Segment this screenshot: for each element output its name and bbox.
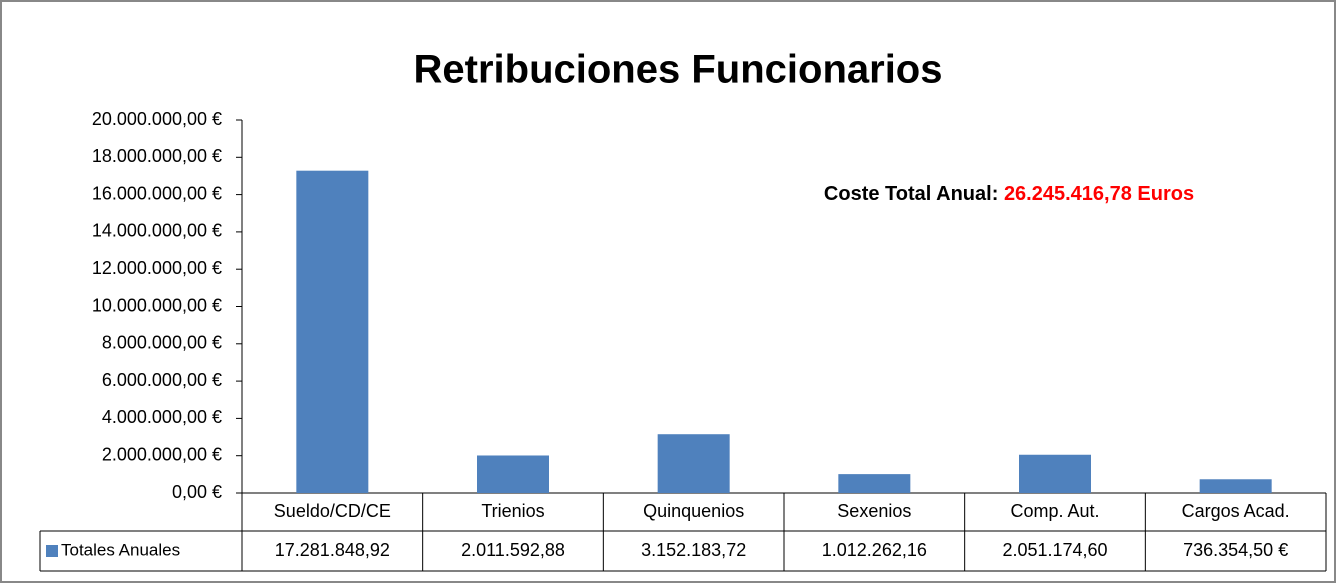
data-label: 3.152.183,72 xyxy=(641,540,746,560)
legend-swatch xyxy=(46,545,58,557)
y-tick-label: 16.000.000,00 € xyxy=(92,183,222,203)
data-label: 1.012.262,16 xyxy=(822,540,927,560)
y-tick-label: 8.000.000,00 € xyxy=(102,333,222,353)
bar xyxy=(657,434,730,493)
y-tick-label: 0,00 € xyxy=(172,482,222,502)
bar xyxy=(838,474,911,493)
y-tick-label: 4.000.000,00 € xyxy=(102,407,222,427)
y-tick-label: 6.000.000,00 € xyxy=(102,370,222,390)
annotation-value: 26.245.416,78 Euros xyxy=(1004,183,1194,205)
x-tick-label: Comp. Aut. xyxy=(1010,501,1099,521)
bar xyxy=(296,170,369,493)
y-tick-label: 12.000.000,00 € xyxy=(92,258,222,278)
data-label: 736.354,50 € xyxy=(1183,540,1288,560)
legend-label: Totales Anuales xyxy=(61,540,180,559)
data-label: 17.281.848,92 xyxy=(275,540,390,560)
y-tick-label: 20.000.000,00 € xyxy=(92,109,222,129)
bar xyxy=(477,455,549,493)
data-label: 2.051.174,60 xyxy=(1002,540,1107,560)
chart-title: Retribuciones Funcionarios xyxy=(414,48,943,92)
y-tick-label: 10.000.000,00 € xyxy=(92,295,222,315)
bar xyxy=(1019,454,1091,493)
x-tick-label: Quinquenios xyxy=(643,501,744,521)
bar xyxy=(1199,479,1272,493)
data-label: 2.011.592,88 xyxy=(461,540,565,560)
annotation-label: Coste Total Anual: xyxy=(824,183,998,205)
y-tick-label: 14.000.000,00 € xyxy=(92,221,222,241)
x-tick-label: Cargos Acad. xyxy=(1182,501,1290,521)
annotation: Coste Total Anual: 26.245.416,78 Euros xyxy=(824,183,1194,205)
x-tick-label: Sexenios xyxy=(837,501,911,521)
y-tick-label: 2.000.000,00 € xyxy=(102,444,222,464)
x-tick-label: Sueldo/CD/CE xyxy=(274,501,391,521)
y-tick-label: 18.000.000,00 € xyxy=(92,146,222,166)
x-tick-label: Trienios xyxy=(481,501,544,521)
